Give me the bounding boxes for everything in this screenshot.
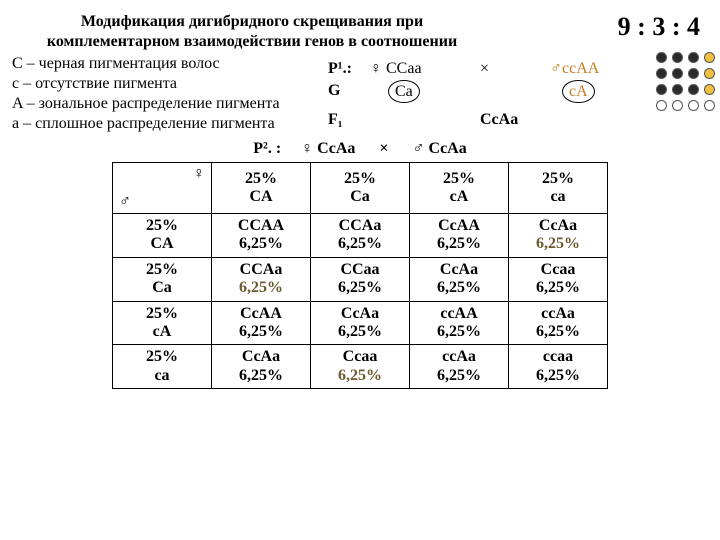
p1-label: P¹.: (328, 58, 370, 80)
phenotype-dot (656, 84, 667, 95)
f1-genotype: CcAa (480, 109, 530, 131)
col-header: 25%CA (212, 163, 311, 214)
phenotype-dot (704, 52, 715, 63)
phenotype-dot (688, 100, 699, 111)
title-line2: комплементарном взаимодействии генов в с… (47, 33, 457, 50)
gametes-label: G (328, 80, 370, 104)
punnett-cell: Ccaa6,25% (509, 257, 608, 301)
punnett-cell: CCAA6,25% (212, 214, 311, 258)
phenotype-dot (704, 68, 715, 79)
col-header: 25%cA (410, 163, 509, 214)
punnett-cell: CcAa6,25% (311, 301, 410, 345)
punnett-cell: CcAA6,25% (212, 301, 311, 345)
p2-male: ♂ CcAa (413, 140, 467, 157)
gamete-female: Ca (388, 80, 420, 104)
p2-label: P². : (253, 140, 281, 157)
phenotype-dot (704, 100, 715, 111)
gamete-male: cA (562, 80, 595, 104)
phenotype-dot (688, 52, 699, 63)
punnett-cell: ccAa6,25% (410, 345, 509, 389)
phenotype-dot (672, 100, 683, 111)
punnett-cell: CcAA6,25% (410, 214, 509, 258)
punnett-cell: CCAa6,25% (311, 214, 410, 258)
male-symbol: ♂ (119, 193, 131, 211)
title-line1: Модификация дигибридного скрещивания при (81, 13, 423, 30)
col-header: 25%ca (509, 163, 608, 214)
phenotype-dot (704, 84, 715, 95)
phenotype-dot (672, 84, 683, 95)
phenotype-dot (656, 52, 667, 63)
row-header: 25%ca (113, 345, 212, 389)
female-symbol: ♀ (193, 165, 205, 183)
punnett-cell: CCaa6,25% (311, 257, 410, 301)
row-header: 25%cA (113, 301, 212, 345)
phenotype-dots (656, 52, 716, 112)
row-header: 25%CA (113, 214, 212, 258)
phenotype-dot (688, 84, 699, 95)
punnett-square: ♀ ♂ 25%CA 25%Ca 25%cA 25%ca 25%CA CCAA6,… (112, 162, 608, 389)
punnett-cell: ccAa6,25% (509, 301, 608, 345)
f1-label: F₁ (328, 109, 370, 131)
punnett-cell: CCAa6,25% (212, 257, 311, 301)
row-header: 25%Ca (113, 257, 212, 301)
p2-cross: P². : ♀ CcAa × ♂ CcAa (12, 140, 708, 158)
phenotype-dot (672, 52, 683, 63)
punnett-cell: ccaa6,25% (509, 345, 608, 389)
p1-female: ♀ CCaa (370, 58, 480, 80)
phenotype-dot (656, 100, 667, 111)
phenotype-dot (688, 68, 699, 79)
phenotype-dot (672, 68, 683, 79)
punnett-cell: CcAa6,25% (410, 257, 509, 301)
phenotype-ratio: 9 : 3 : 4 (492, 12, 708, 42)
punnett-cell: CcAa6,25% (212, 345, 311, 389)
cross-symbol: × (379, 140, 388, 157)
punnett-cell: Ccaa6,25% (311, 345, 410, 389)
p2-female: ♀ CcAa (301, 140, 355, 157)
col-header: 25%Ca (311, 163, 410, 214)
p1-cross: P¹.: ♀ CCaa × ♂ccAA G Ca cA F₁ CcAa (328, 58, 599, 131)
punnett-cell: ccAA6,25% (410, 301, 509, 345)
punnett-cell: CcAa6,25% (509, 214, 608, 258)
punnett-corner: ♀ ♂ (113, 163, 212, 214)
cross-symbol: × (480, 58, 550, 80)
title: Модификация дигибридного скрещивания при… (12, 12, 492, 52)
phenotype-dot (656, 68, 667, 79)
p1-male: ♂ccAA (550, 58, 599, 80)
